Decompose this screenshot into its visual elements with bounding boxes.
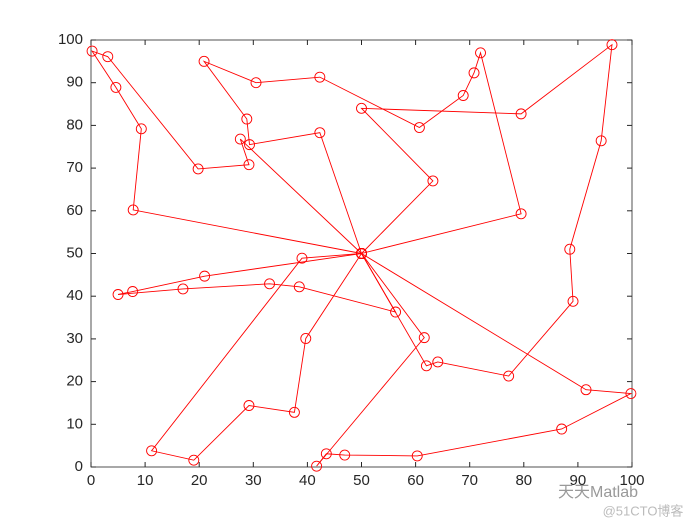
point-marker xyxy=(300,333,312,344)
point-marker xyxy=(420,360,432,372)
point-marker xyxy=(192,163,204,175)
point-marker xyxy=(177,283,189,295)
point-marker xyxy=(356,102,367,114)
point-marker xyxy=(475,47,486,59)
point-marker xyxy=(427,175,439,187)
point-marker xyxy=(135,123,147,135)
point-marker xyxy=(110,81,122,93)
point-marker xyxy=(625,388,637,400)
point-marker xyxy=(102,51,114,63)
point-marker xyxy=(556,423,568,435)
watermark-name: 天天Matlab xyxy=(558,484,638,501)
point-marker xyxy=(146,445,158,457)
point-marker xyxy=(234,133,246,145)
y-tick-label: 70 xyxy=(66,159,83,176)
point-marker xyxy=(418,332,430,344)
watermark-site: @51CTO博客 xyxy=(603,503,684,518)
route-line xyxy=(90,50,362,254)
point-marker xyxy=(457,90,469,101)
x-tick-label: 50 xyxy=(353,472,370,489)
point-marker xyxy=(411,450,423,462)
point-marker xyxy=(199,270,211,282)
x-tick-label: 80 xyxy=(515,472,532,489)
y-tick-label: 20 xyxy=(66,373,83,390)
point-marker xyxy=(580,384,592,396)
x-tick-label: 0 xyxy=(87,472,95,489)
point-marker xyxy=(515,208,527,220)
route-line xyxy=(117,253,397,313)
point-marker xyxy=(320,448,332,460)
x-tick-label: 40 xyxy=(299,472,316,489)
point-marker xyxy=(264,278,275,290)
point-marker xyxy=(198,55,210,67)
x-tick-label: 60 xyxy=(407,472,424,489)
point-marker xyxy=(293,281,305,293)
point-marker xyxy=(296,252,308,264)
x-tick-label: 30 xyxy=(245,472,262,489)
y-tick-label: 80 xyxy=(66,116,83,133)
y-tick-label: 10 xyxy=(66,415,83,432)
point-marker xyxy=(356,248,367,259)
y-tick-label: 40 xyxy=(66,287,83,304)
point-marker xyxy=(314,71,326,83)
point-marker xyxy=(112,289,124,300)
y-tick-label: 50 xyxy=(66,244,83,261)
route-line xyxy=(316,253,633,467)
y-tick-label: 100 xyxy=(58,31,83,48)
point-marker xyxy=(595,135,607,147)
y-tick-label: 30 xyxy=(66,330,83,347)
point-marker xyxy=(314,127,326,139)
point-marker xyxy=(243,159,255,171)
point-marker xyxy=(515,108,527,120)
point-marker xyxy=(390,306,402,318)
point-marker xyxy=(503,370,515,382)
point-marker xyxy=(311,460,323,472)
route-line xyxy=(202,51,522,254)
point-marker xyxy=(288,406,300,418)
x-tick-label: 70 xyxy=(461,472,478,489)
route-line xyxy=(150,253,362,461)
y-tick-label: 90 xyxy=(66,74,83,91)
x-tick-label: 10 xyxy=(137,472,154,489)
point-marker xyxy=(339,449,351,461)
point-marker xyxy=(243,400,255,411)
point-marker xyxy=(250,77,262,89)
point-marker xyxy=(244,139,255,151)
y-tick-label: 0 xyxy=(75,458,83,475)
point-marker xyxy=(127,204,139,216)
point-marker xyxy=(564,243,576,255)
point-marker xyxy=(188,454,200,466)
point-marker xyxy=(567,295,579,307)
y-tick-label: 60 xyxy=(66,202,83,219)
point-marker xyxy=(413,122,425,133)
point-marker xyxy=(241,113,253,125)
x-tick-label: 100 xyxy=(619,472,644,489)
point-marker xyxy=(86,45,98,57)
point-marker xyxy=(468,67,480,79)
point-marker xyxy=(127,286,139,297)
point-marker xyxy=(606,39,618,51)
x-tick-label: 20 xyxy=(191,472,208,489)
x-tick-label: 90 xyxy=(570,472,587,489)
route-line xyxy=(360,43,613,377)
point-marker xyxy=(432,356,444,368)
